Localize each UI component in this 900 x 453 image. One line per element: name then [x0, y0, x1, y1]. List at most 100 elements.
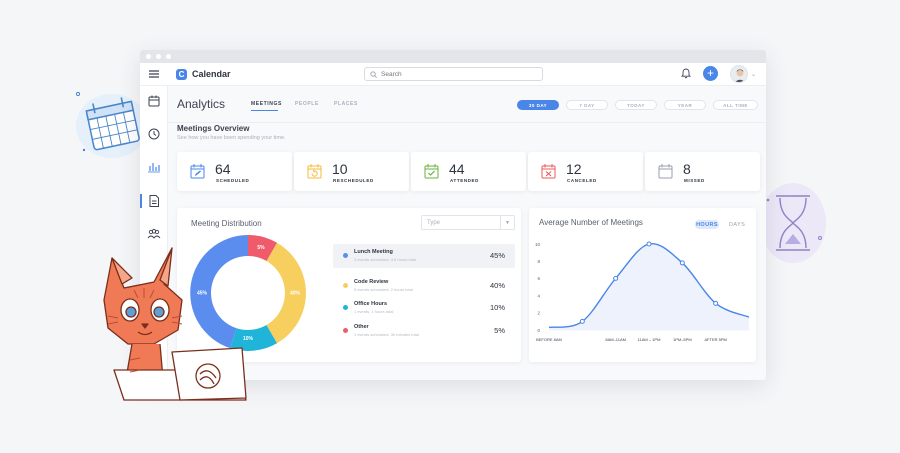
search-input[interactable] [381, 70, 531, 78]
x-tick-label: AFTER 5PM [704, 337, 726, 342]
window-maximize-dot[interactable] [166, 54, 171, 59]
legend-item-code-review[interactable]: Code Review 5 events scheduled, 2 hours … [333, 274, 515, 298]
legend-dot [343, 283, 348, 288]
legend-pct: 40% [489, 281, 505, 290]
overview-title: Meetings Overview [177, 124, 250, 133]
stat-card-canceled[interactable]: 12 CANCELED [528, 152, 643, 191]
data-point[interactable] [613, 275, 619, 281]
legend-name: Office Hours [354, 301, 388, 307]
add-event-button[interactable]: + [703, 66, 718, 81]
people-icon[interactable] [147, 227, 161, 241]
data-point[interactable] [579, 318, 585, 324]
range-30-day-button[interactable]: 30 DAY [517, 100, 559, 110]
donut-segment-office-hours[interactable] [230, 325, 277, 351]
stat-label: RESCHEDULED [333, 178, 374, 183]
y-tick-label: 4 [537, 293, 540, 298]
legend-item-other[interactable]: Other 1 events scheduled, 30 minutes tot… [333, 319, 515, 343]
y-tick-label: 6 [537, 276, 540, 281]
type-select[interactable]: Type ▼ [421, 215, 515, 230]
app-logo[interactable]: C Calendar [176, 68, 231, 80]
avatar[interactable] [730, 65, 748, 83]
main-content: Analytics MEETINGS PEOPLE PLACES 30 DAY … [168, 86, 766, 380]
donut-chart: 45% 40% 10% 5% [190, 235, 306, 351]
donut-label-lunch: 45% [197, 291, 208, 297]
stat-card-rescheduled[interactable]: 10 RESCHEDULED [294, 152, 409, 191]
range-year-button[interactable]: YEAR [664, 100, 706, 110]
stat-value: 64 [215, 161, 231, 177]
calendar-illustration [75, 91, 148, 158]
stat-card-attended[interactable]: 44 ATTENDED [411, 152, 526, 191]
range-all-time-button[interactable]: ALL TIME [713, 100, 758, 110]
legend-sub: 1 events scheduled, 30 minutes total [354, 332, 419, 337]
legend-item-lunch[interactable]: Lunch Meeting 3 events scheduled, 4.5 ho… [333, 244, 515, 268]
check-calendar-icon [424, 164, 439, 179]
y-tick-label: 8 [537, 259, 540, 264]
donut-segment-code-review[interactable] [266, 242, 306, 344]
legend-pct: 5% [494, 326, 505, 335]
logo-mark: C [176, 68, 187, 80]
legend-dot [343, 328, 348, 333]
tab-places[interactable]: PLACES [334, 101, 358, 107]
stat-value: 10 [332, 161, 348, 177]
legend-item-office-hours[interactable]: Office Hours 1 events, 1 hours total 10% [333, 296, 515, 320]
hours-toggle[interactable]: HOURS [695, 220, 719, 229]
edit-calendar-icon [190, 164, 205, 179]
sidebar-active-indicator [140, 194, 142, 208]
y-tick-label: 10 [535, 242, 541, 247]
legend-pct: 45% [489, 251, 505, 260]
x-calendar-icon [541, 164, 556, 179]
tab-meetings[interactable]: MEETINGS [251, 101, 282, 107]
divider [168, 122, 766, 123]
tab-active-underline [251, 110, 278, 111]
data-point[interactable] [713, 300, 719, 306]
donut-label-code-review: 40% [290, 291, 301, 297]
stat-label: MISSED [684, 178, 705, 183]
x-tick-label: BEFORE 8AM [536, 337, 562, 342]
range-7-day-button[interactable]: 7 DAY [566, 100, 608, 110]
window-titlebar [140, 50, 766, 63]
data-point[interactable] [679, 260, 685, 266]
legend-sub: 5 events scheduled, 2 hours total [354, 287, 413, 292]
stat-label: ATTENDED [450, 178, 479, 183]
donut-segment-lunch[interactable] [190, 235, 248, 349]
stat-card-missed[interactable]: 8 MISSED [645, 152, 760, 191]
legend-dot [343, 253, 348, 258]
search-icon [370, 70, 377, 78]
page-title: Analytics [177, 97, 226, 111]
analytics-icon[interactable] [147, 160, 161, 174]
y-tick-label: 0 [537, 328, 540, 333]
calendar-icon[interactable] [147, 94, 161, 108]
donut-label-other: 5% [257, 245, 265, 251]
cat-illustration [103, 247, 247, 401]
range-today-button[interactable]: TODAY [615, 100, 657, 110]
reschedule-calendar-icon [307, 164, 322, 179]
stat-label: SCHEDULED [216, 178, 250, 183]
window-close-dot[interactable] [146, 54, 151, 59]
document-icon[interactable] [147, 194, 161, 208]
line-area-fill [549, 243, 749, 330]
menu-icon[interactable] [140, 70, 168, 78]
clock-icon[interactable] [147, 127, 161, 141]
stat-label: CANCELED [567, 178, 597, 183]
window-minimize-dot[interactable] [156, 54, 161, 59]
legend-name: Other [354, 324, 369, 330]
line-chart: 0 2 4 6 8 10 BEFORE 8AM 8AM–11AM 11AM – 1PM 1PM–5… [535, 241, 750, 342]
x-tick-label: 1PM–5PM [673, 337, 692, 342]
donut-segment-other[interactable] [248, 235, 277, 261]
days-toggle[interactable]: DAYS [729, 221, 746, 228]
hourglass-illustration [760, 183, 826, 263]
stat-card-scheduled[interactable]: 64 SCHEDULED [177, 152, 292, 191]
legend-name: Lunch Meeting [354, 249, 393, 255]
search-box [364, 67, 543, 81]
chevron-down-icon[interactable]: ⌄ [751, 72, 757, 78]
tab-people[interactable]: PEOPLE [295, 101, 319, 107]
x-tick-label: 11AM – 1PM [638, 337, 661, 342]
bell-icon[interactable] [681, 68, 691, 79]
chevron-down-icon: ▼ [500, 216, 514, 229]
stat-value: 44 [449, 161, 465, 177]
legend-dot [343, 305, 348, 310]
data-point[interactable] [646, 241, 652, 247]
x-tick-label: 8AM–11AM [605, 337, 626, 342]
legend-sub: 3 events scheduled, 4.5 hours total [354, 257, 417, 262]
stat-value: 8 [683, 161, 691, 177]
